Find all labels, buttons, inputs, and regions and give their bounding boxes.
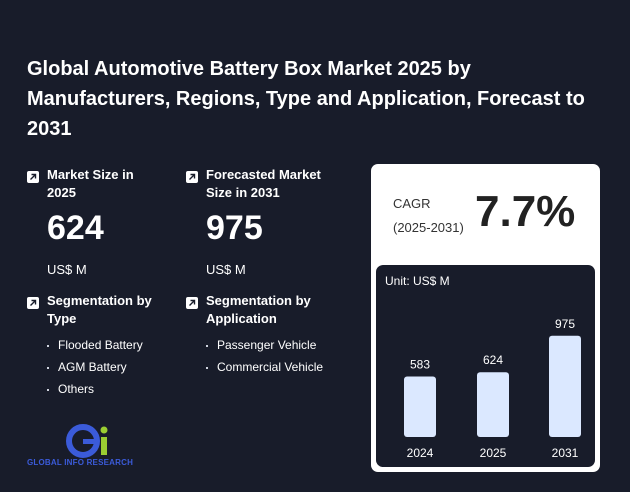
bar-value-label: 975 <box>555 317 575 331</box>
cagr-period: (2025-2031) <box>393 220 464 235</box>
cagr-title: CAGR <box>393 196 431 211</box>
forecast-unit: US$ M <box>206 262 246 277</box>
arrow-up-right-icon <box>186 171 198 183</box>
x-tick-label: 2025 <box>480 446 507 460</box>
list-item: AGM Battery <box>47 356 143 378</box>
page-title: Global Automotive Battery Box Market 202… <box>27 58 585 140</box>
cagr-card: CAGR (2025-2031) 7.7% 583 2024 624 2025 975 2… <box>371 164 600 472</box>
cagr-label: CAGR (2025-2031) <box>393 192 464 240</box>
market-size-value: 624 <box>47 209 104 247</box>
arrow-up-right-icon <box>27 171 39 183</box>
arrow-up-right-icon <box>186 297 198 309</box>
cagr-value: 7.7% <box>475 187 576 236</box>
segmentation-type-list: Flooded Battery AGM Battery Others <box>47 334 143 400</box>
list-item: Flooded Battery <box>47 334 143 356</box>
global-info-research-logo <box>66 424 108 458</box>
segmentation-type-label: Segmentation by Type <box>47 293 152 326</box>
market-size-label: Market Size in 2025 <box>47 167 134 200</box>
list-item: Passenger Vehicle <box>206 334 323 356</box>
bar-value-label: 583 <box>410 357 430 371</box>
bar-2025 <box>477 372 509 437</box>
segmentation-application-list: Passenger Vehicle Commercial Vehicle <box>206 334 323 378</box>
x-tick-label: 2031 <box>552 446 579 460</box>
bar-2024 <box>404 376 436 437</box>
forecast-label: Forecasted Market Size in 2031 <box>206 167 321 200</box>
arrow-up-right-icon <box>27 297 39 309</box>
bar-chart-panel: 583 2024 624 2025 975 2031 Unit: US$ M <box>376 265 595 467</box>
list-item: Commercial Vehicle <box>206 356 323 378</box>
chart-unit-label: Unit: US$ M <box>385 274 450 288</box>
logo-text: GLOBAL INFO RESEARCH <box>27 458 134 467</box>
forecast-value: 975 <box>206 209 263 247</box>
market-size-unit: US$ M <box>47 262 87 277</box>
bar-2031 <box>549 335 581 437</box>
bar-chart: 583 2024 624 2025 975 2031 <box>404 317 581 460</box>
list-item: Others <box>47 378 143 400</box>
segmentation-application-label: Segmentation by Application <box>206 293 311 326</box>
x-tick-label: 2024 <box>407 446 434 460</box>
bar-value-label: 624 <box>483 353 503 367</box>
